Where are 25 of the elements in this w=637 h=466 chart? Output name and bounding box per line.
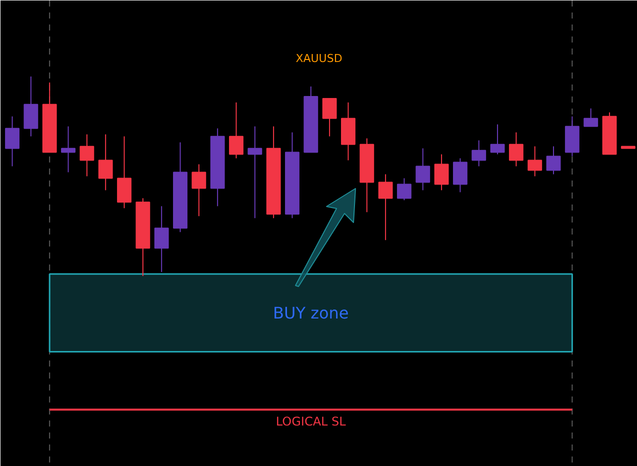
candlestick	[434, 154, 449, 191]
candlestick	[396, 178, 412, 201]
candlestick	[416, 148, 430, 191]
candlestick	[452, 158, 468, 193]
candlestick	[5, 116, 20, 167]
band-label: BUY zone	[273, 303, 349, 322]
candlestick	[322, 98, 337, 137]
candlestick	[117, 136, 132, 209]
chart-title: XAUUSD	[296, 52, 342, 65]
candlestick	[508, 132, 524, 167]
candlestick	[98, 134, 113, 191]
candlestick	[80, 134, 94, 177]
candlestick	[490, 124, 505, 155]
candlestick	[192, 164, 206, 217]
candlestick	[248, 126, 262, 219]
candlestick	[378, 174, 393, 241]
candlestick	[584, 108, 598, 127]
candlestick	[472, 140, 486, 167]
candlestick	[154, 206, 169, 272]
candlestick	[229, 102, 244, 159]
candlestick	[24, 76, 38, 137]
ref-line-label: LOGICAL SL	[276, 414, 346, 429]
candlestick	[61, 126, 76, 173]
candlestick	[528, 146, 542, 177]
candlestick	[546, 146, 561, 175]
